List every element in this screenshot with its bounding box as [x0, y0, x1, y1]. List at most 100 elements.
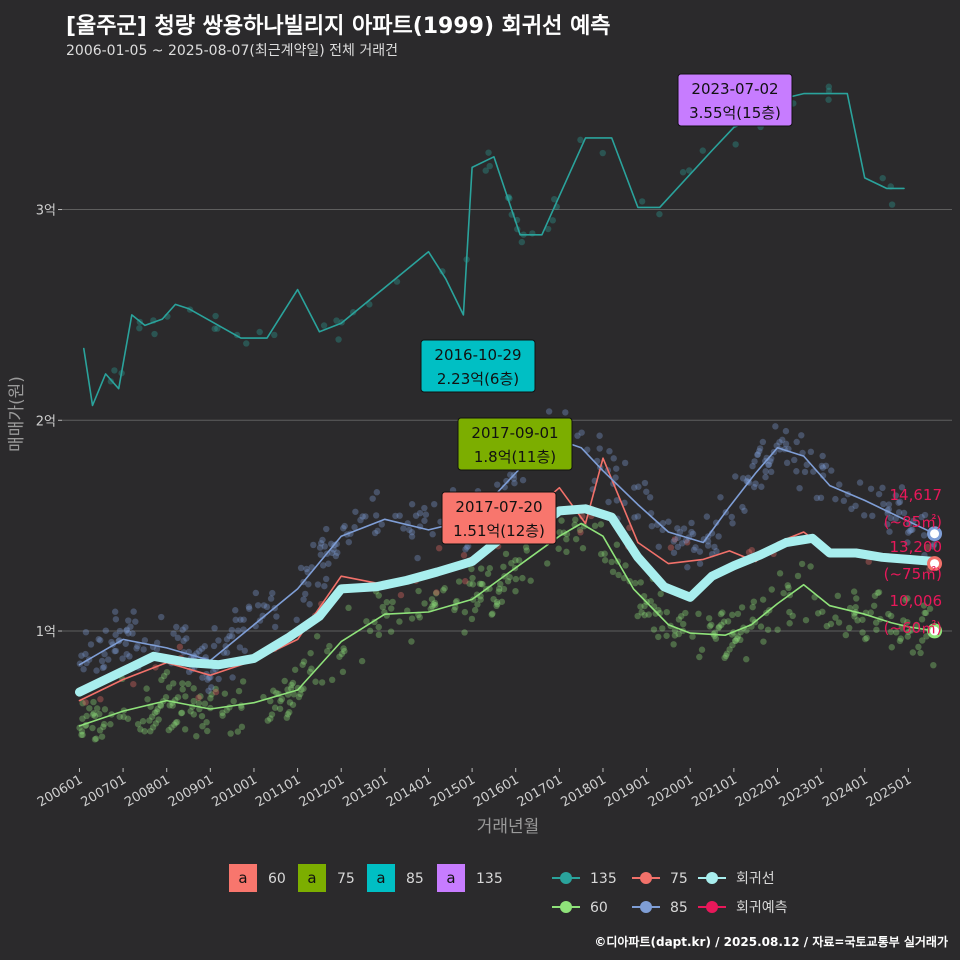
transaction-point — [267, 697, 274, 705]
transaction-point — [268, 711, 276, 718]
transaction-point — [173, 718, 181, 726]
transaction-point — [125, 630, 132, 637]
transaction-point — [817, 494, 825, 502]
transaction-point — [875, 589, 883, 596]
transaction-point — [637, 603, 644, 610]
transaction-point — [108, 638, 115, 646]
x-tick-label: 201501 — [428, 772, 478, 810]
transaction-point — [634, 612, 641, 620]
transaction-point — [321, 543, 329, 550]
transaction-point — [648, 522, 656, 530]
transaction-point — [631, 514, 638, 521]
transaction-point — [719, 609, 726, 616]
transaction-point — [495, 585, 503, 592]
transaction-point — [284, 711, 292, 718]
transaction-point — [317, 551, 325, 558]
transaction-point — [375, 592, 382, 599]
transaction-point — [851, 613, 858, 620]
transaction-point — [148, 713, 156, 720]
transaction-point — [506, 573, 513, 581]
transaction-point — [92, 735, 100, 742]
transaction-point — [782, 440, 790, 448]
transaction-point — [158, 613, 165, 621]
transaction-point — [440, 587, 447, 594]
transaction-point — [464, 542, 472, 550]
transaction-point — [326, 642, 333, 650]
transaction-point — [93, 705, 101, 712]
transaction-point — [324, 647, 331, 655]
transaction-point — [462, 546, 469, 553]
transaction-point — [412, 512, 420, 519]
transaction-point — [273, 689, 280, 697]
transaction-point — [819, 608, 826, 615]
transaction-point — [227, 730, 234, 737]
transaction-point — [605, 498, 612, 506]
transaction-point — [713, 548, 720, 555]
transaction-point — [256, 328, 263, 336]
x-tick-label: 202501 — [864, 772, 914, 810]
prediction-area-label: (~60㎡) — [884, 619, 942, 637]
transaction-point — [339, 668, 347, 676]
transaction-point — [169, 702, 176, 709]
transaction-point — [260, 602, 268, 609]
x-tick-label: 201101 — [253, 772, 303, 810]
transaction-point — [862, 635, 869, 643]
transaction-point — [358, 657, 366, 665]
transaction-point — [264, 717, 272, 724]
transaction-point — [373, 489, 381, 496]
transaction-point — [765, 461, 773, 468]
transaction-point — [245, 603, 253, 610]
transaction-point — [96, 727, 104, 734]
transaction-point — [923, 633, 930, 640]
transaction-point — [700, 536, 708, 543]
transaction-point — [789, 612, 796, 620]
transaction-point — [431, 601, 439, 609]
transaction-point — [852, 604, 859, 611]
transaction-point — [351, 524, 358, 531]
transaction-point — [494, 600, 501, 608]
transaction-point — [111, 647, 118, 655]
transaction-point — [674, 543, 682, 551]
transaction-point — [91, 712, 99, 720]
transaction-point — [489, 610, 496, 617]
transaction-point — [819, 464, 827, 471]
transaction-point — [79, 700, 86, 707]
transaction-point — [485, 149, 492, 156]
transaction-point — [671, 536, 679, 543]
transaction-point — [613, 465, 620, 472]
transaction-point — [577, 529, 584, 536]
transaction-point — [825, 96, 832, 103]
x-tick-label: 202001 — [646, 772, 696, 810]
legend-floor-key: a — [376, 869, 385, 887]
transaction-point — [578, 429, 585, 436]
transaction-point — [720, 618, 728, 625]
transaction-point — [631, 484, 638, 491]
transaction-point — [486, 565, 494, 572]
transaction-point — [865, 558, 872, 565]
transaction-point — [112, 631, 119, 638]
transaction-point — [645, 611, 652, 618]
transaction-point — [780, 589, 787, 597]
transaction-point — [871, 592, 879, 599]
transaction-point — [223, 707, 230, 714]
transaction-point — [234, 627, 242, 634]
transaction-point — [887, 628, 895, 636]
transaction-point — [340, 525, 347, 532]
transaction-point — [798, 560, 806, 568]
transaction-point — [921, 511, 929, 519]
legend-floor-key: a — [446, 869, 455, 887]
transaction-point — [814, 610, 822, 617]
transaction-point — [101, 650, 108, 658]
transaction-point — [286, 709, 293, 716]
transaction-point — [91, 736, 99, 743]
transaction-point — [930, 541, 938, 548]
transaction-point — [579, 545, 587, 552]
transaction-point — [705, 615, 713, 622]
transaction-point — [601, 557, 609, 564]
transaction-point — [165, 684, 173, 691]
transaction-point — [887, 514, 894, 522]
x-tick-label: 201401 — [384, 772, 434, 810]
transaction-point — [670, 549, 678, 556]
transaction-point — [765, 461, 772, 469]
transaction-point — [759, 438, 767, 446]
